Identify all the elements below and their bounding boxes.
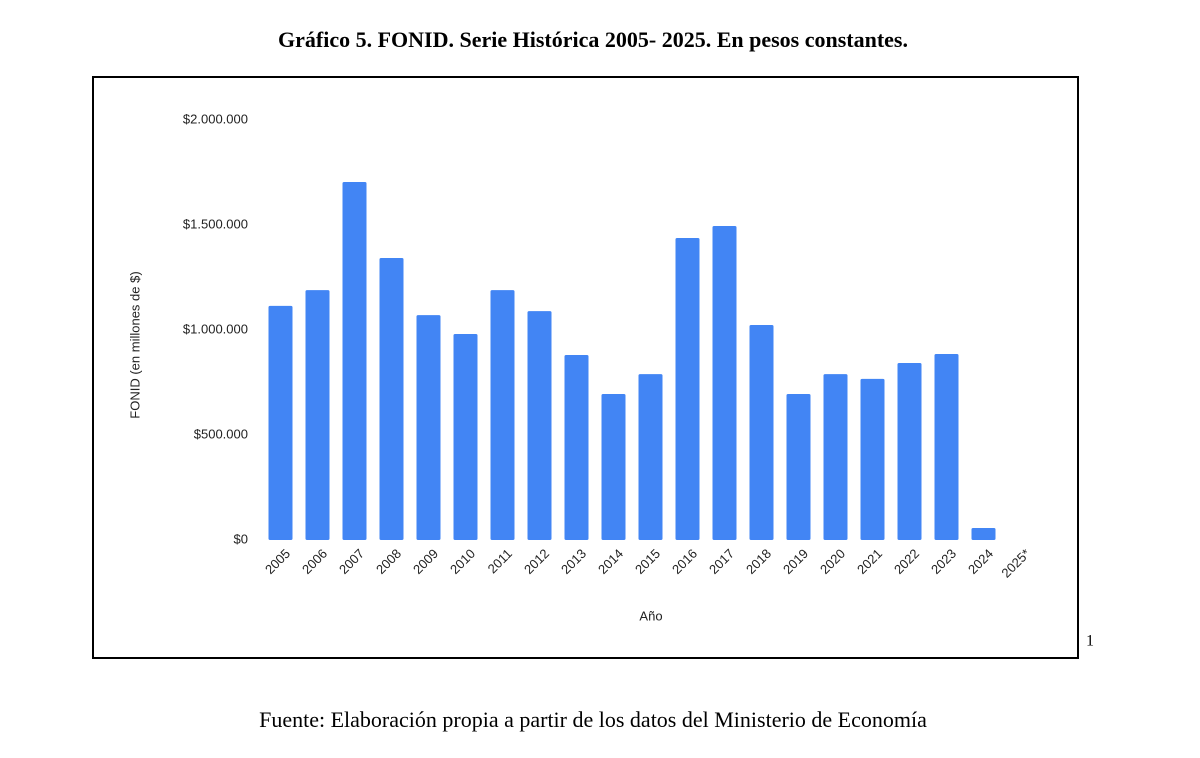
x-tick-label: 2023 xyxy=(928,546,959,577)
x-tick-label: 2011 xyxy=(485,546,515,576)
x-tick-label: 2021 xyxy=(854,546,885,577)
bar xyxy=(379,257,404,540)
x-tick-label: 2007 xyxy=(336,546,367,577)
bar xyxy=(897,362,922,540)
bar xyxy=(712,226,737,541)
bar xyxy=(490,290,515,540)
bar xyxy=(786,394,811,540)
bar xyxy=(527,311,552,540)
y-axis-label: FONID (en millones de $) xyxy=(127,271,142,418)
bar xyxy=(305,290,330,540)
x-tick-label: 2022 xyxy=(891,546,922,577)
y-tick-label: $500.000 xyxy=(194,426,248,441)
note-marker: 1 xyxy=(1086,633,1094,650)
bar xyxy=(971,528,996,540)
bar xyxy=(934,353,959,540)
bar xyxy=(675,238,700,540)
bar xyxy=(823,374,848,540)
x-axis-label: Año xyxy=(639,608,662,623)
x-tick-label: 2018 xyxy=(743,546,774,577)
bar xyxy=(638,374,663,540)
bar xyxy=(601,394,626,540)
x-tick-label: 2015 xyxy=(632,546,663,577)
x-tick-label: 2005 xyxy=(262,546,293,577)
x-tick-label: 2006 xyxy=(299,546,330,577)
y-tick-label: $2.000.000 xyxy=(183,111,248,126)
x-tick-label: 2012 xyxy=(521,546,552,577)
x-tick-label: 2017 xyxy=(706,546,737,577)
x-tick-label: 2024 xyxy=(965,546,996,577)
x-tick-label: 2013 xyxy=(558,546,589,577)
bar xyxy=(860,378,885,540)
bar xyxy=(453,333,478,540)
bar xyxy=(564,354,589,540)
x-tick-label: 2016 xyxy=(669,546,700,577)
y-tick-label: $1.000.000 xyxy=(183,321,248,336)
x-tick-label: 2025* xyxy=(998,546,1033,581)
chart-title: Gráfico 5. FONID. Serie Histórica 2005- … xyxy=(278,27,908,52)
bar xyxy=(416,315,441,540)
x-tick-label: 2019 xyxy=(780,546,811,577)
bar xyxy=(749,324,774,540)
bar xyxy=(268,305,293,540)
x-tick-label: 2014 xyxy=(595,546,626,577)
x-tick-label: 2020 xyxy=(817,546,848,577)
bar xyxy=(342,181,367,540)
x-tick-label: 2010 xyxy=(447,546,478,577)
chart-frame xyxy=(92,76,1079,659)
x-tick-label: 2009 xyxy=(410,546,441,577)
y-tick-label: $1.500.000 xyxy=(183,216,248,231)
source-note: Fuente: Elaboración propia a partir de l… xyxy=(259,707,927,732)
x-tick-label: 2008 xyxy=(373,546,404,577)
y-tick-label: $0 xyxy=(234,531,248,546)
